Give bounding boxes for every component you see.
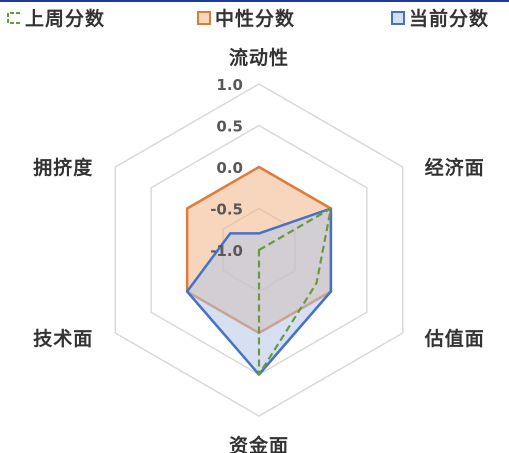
legend-item-2: 当前分数 [391,7,489,30]
legend-label-0: 上周分数 [25,7,105,30]
series-layer [185,165,333,376]
axis-label-3: 资金面 [229,434,289,453]
series-0 [257,207,332,376]
tick-label-0: 1.0 [216,76,243,94]
tick-labels: 1.0 0.5 0.0 -0.5 -1.0 [210,76,243,260]
tick-label-1: 0.5 [216,118,243,136]
legend-swatch-1 [197,11,211,25]
legend-label-1: 中性分数 [215,7,295,30]
legend-swatch-0 [7,12,20,24]
axis-label-5: 拥挤度 [33,156,93,179]
tick-label-2: 0.0 [216,159,243,177]
legend: 上周分数 中性分数 当前分数 [7,7,489,30]
axis-label-1: 经济面 [425,156,485,179]
tick-label-3: -0.5 [210,201,243,219]
legend-item-1: 中性分数 [197,7,295,30]
legend-item-0: 上周分数 [7,7,105,30]
axis-label-4: 技术面 [33,327,93,350]
axis-label-0: 流动性 [229,46,289,69]
legend-label-2: 当前分数 [409,7,489,30]
tick-label-4: -1.0 [210,242,243,260]
top-border [0,0,509,2]
grid-ring-0 [114,83,404,417]
axis-label-2: 估值面 [424,327,485,350]
legend-swatch-2 [391,11,405,25]
